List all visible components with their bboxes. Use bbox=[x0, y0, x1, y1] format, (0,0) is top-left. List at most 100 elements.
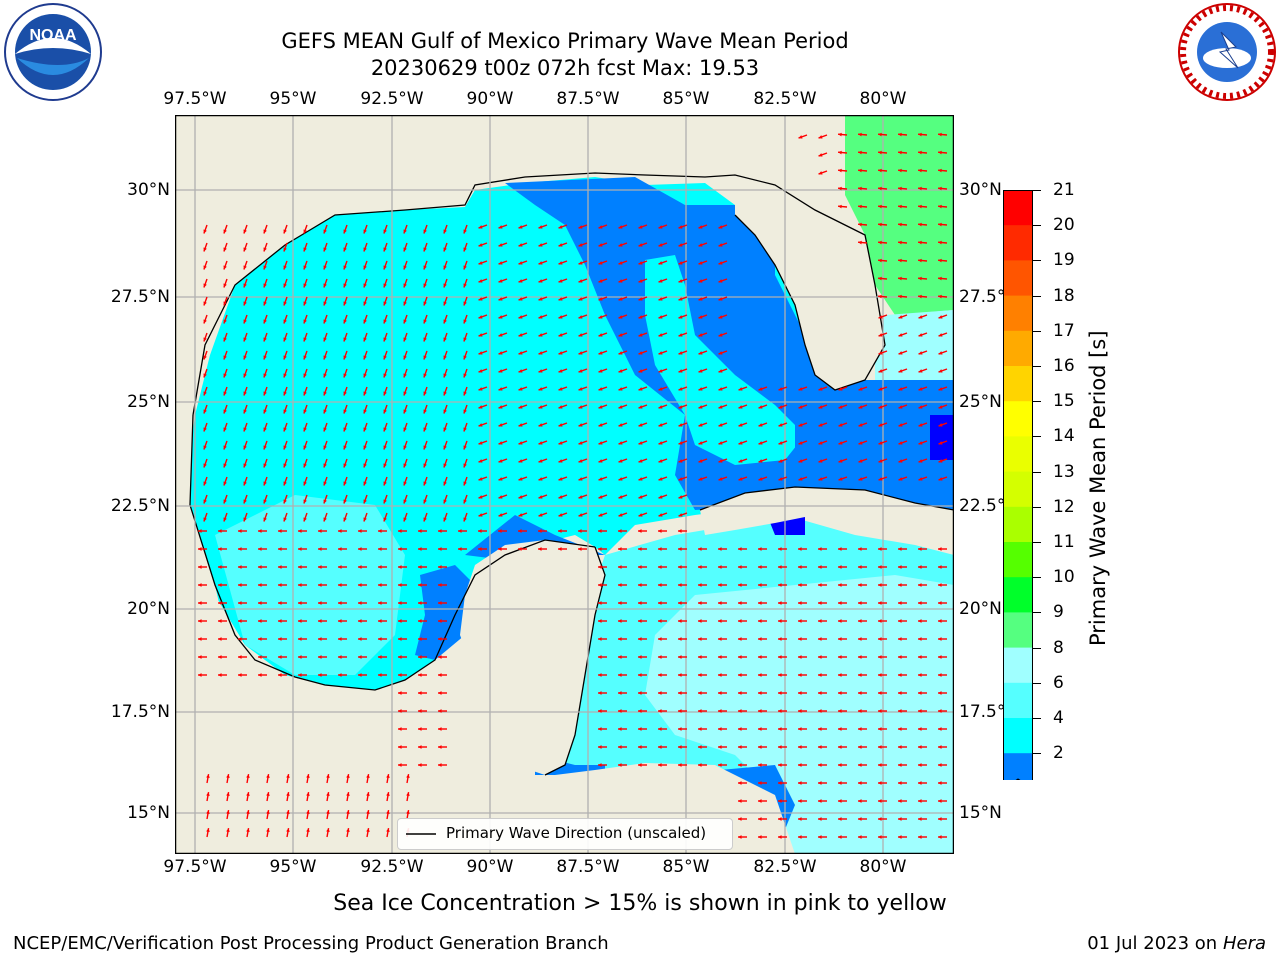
wave-arrow-head bbox=[598, 565, 602, 569]
wave-arrow-head bbox=[898, 619, 902, 623]
wave-arrow-head bbox=[378, 547, 382, 551]
wave-arrow-head bbox=[838, 459, 843, 463]
wave-arrow-head bbox=[738, 619, 742, 623]
wave-arrow-head bbox=[283, 229, 287, 234]
wave-arrow-head bbox=[398, 691, 402, 695]
coastline-yucatan bbox=[544, 546, 606, 776]
wave-arrow-head bbox=[598, 583, 602, 587]
wave-arrow-head bbox=[698, 709, 702, 713]
wave-arrow-head bbox=[303, 463, 307, 468]
wave-arrow-head bbox=[598, 547, 602, 551]
wave-arrow-head bbox=[838, 168, 842, 173]
wave-arrow-head bbox=[758, 477, 763, 481]
wave-arrow-head bbox=[838, 441, 843, 445]
colorbar-segment bbox=[1003, 190, 1033, 226]
wave-arrow-head bbox=[598, 351, 603, 355]
wave-arrow-head bbox=[718, 655, 722, 659]
wave-arrow-head bbox=[838, 387, 843, 391]
wave-arrow-head bbox=[718, 547, 722, 551]
wave-arrow-head bbox=[203, 373, 207, 378]
wave-arrow-head bbox=[738, 637, 742, 641]
wave-arrow-head bbox=[358, 565, 362, 569]
wave-arrow-head bbox=[243, 229, 247, 234]
lat-tick-right: 15°N bbox=[959, 803, 1002, 823]
colorbar-segment bbox=[1003, 471, 1033, 508]
wave-arrow-head bbox=[326, 774, 330, 778]
wave-arrow-head bbox=[878, 186, 882, 191]
wave-arrow-head bbox=[818, 799, 822, 803]
wave-arrow-head bbox=[878, 619, 882, 623]
wave-arrow-head bbox=[558, 441, 563, 445]
wave-arrow-head bbox=[698, 243, 703, 247]
wave-arrow-head bbox=[658, 243, 663, 247]
wave-arrow-head bbox=[198, 637, 202, 641]
wave-arrow-head bbox=[463, 355, 467, 360]
wave-arrow-head bbox=[938, 441, 943, 445]
wave-arrow-head bbox=[718, 315, 723, 319]
wave-arrow-head bbox=[878, 423, 883, 427]
colorbar-tick-mark bbox=[1033, 471, 1041, 473]
lon-tick-bottom: 92.5°W bbox=[360, 857, 424, 877]
wave-arrow-head bbox=[918, 799, 922, 803]
wave-arrow-head bbox=[323, 265, 327, 270]
wave-arrow-head bbox=[243, 301, 247, 306]
wave-arrow-head bbox=[698, 655, 702, 659]
wave-arrow-head bbox=[618, 601, 622, 605]
wave-arrow-head bbox=[263, 409, 267, 414]
wave-arrow-head bbox=[263, 499, 267, 504]
wave-arrow-head bbox=[538, 423, 543, 427]
wave-arrow-head bbox=[223, 481, 227, 486]
wave-arrow-head bbox=[918, 601, 922, 605]
wave-arrow-head bbox=[818, 673, 822, 677]
wave-arrow-head bbox=[618, 315, 623, 319]
wave-arrow-head bbox=[598, 495, 603, 499]
wave-arrow-head bbox=[318, 583, 322, 587]
wave-arrow-head bbox=[598, 243, 603, 247]
wave-arrow-head bbox=[738, 405, 743, 409]
wave-arrow-head bbox=[263, 283, 267, 288]
colorbar-segment bbox=[1003, 542, 1033, 578]
wave-arrow-head bbox=[318, 619, 322, 623]
wave-arrow-head bbox=[418, 583, 422, 587]
colorbar-tick-label: 2 bbox=[1053, 743, 1064, 764]
wave-arrow-head bbox=[223, 229, 227, 234]
wave-arrow-head bbox=[338, 583, 342, 587]
wave-arrow-head bbox=[598, 709, 602, 713]
wave-arrow-head bbox=[758, 781, 762, 785]
wave-arrow-head bbox=[818, 387, 823, 391]
wave-arrow-head bbox=[798, 387, 803, 391]
wave-arrow-head bbox=[938, 315, 943, 319]
wave-arrow-head bbox=[323, 355, 327, 360]
wave-arrow-head bbox=[938, 691, 942, 695]
wave-arrow-head bbox=[818, 691, 822, 695]
lon-tick-top: 82.5°W bbox=[753, 89, 817, 109]
wave-arrow-head bbox=[386, 774, 390, 778]
wave-arrow-head bbox=[478, 225, 483, 229]
wave-arrow-head bbox=[286, 792, 290, 796]
wave-arrow-head bbox=[363, 445, 367, 450]
wave-arrow-head bbox=[878, 441, 883, 445]
wave-arrow-head bbox=[798, 673, 802, 677]
wave-arrow-head bbox=[223, 319, 227, 324]
lat-tick-right: 27.5° bbox=[959, 287, 1006, 307]
wave-arrow-head bbox=[498, 279, 503, 283]
wave-arrow-head bbox=[858, 583, 862, 587]
wave-arrow-head bbox=[678, 387, 683, 391]
wave-arrow-head bbox=[303, 391, 307, 396]
wave-arrow-head bbox=[278, 583, 282, 587]
wave-arrow-head bbox=[478, 405, 483, 409]
wave-arrow-head bbox=[343, 445, 347, 450]
wave-arrow-head bbox=[323, 499, 327, 504]
wave-arrow-head bbox=[403, 517, 407, 522]
wave-arrow-head bbox=[363, 391, 367, 396]
wave-arrow-head bbox=[263, 229, 267, 234]
wave-arrow-head bbox=[618, 459, 623, 463]
wave-arrow-head bbox=[638, 405, 643, 409]
wave-arrow-head bbox=[698, 547, 702, 551]
wave-arrow-head bbox=[938, 781, 942, 785]
wave-arrow-head bbox=[718, 405, 723, 409]
wave-arrow-head bbox=[758, 709, 762, 713]
colorbar-segment bbox=[1003, 295, 1033, 332]
wave-arrow-head bbox=[423, 391, 427, 396]
wave-arrow-head bbox=[738, 799, 742, 803]
